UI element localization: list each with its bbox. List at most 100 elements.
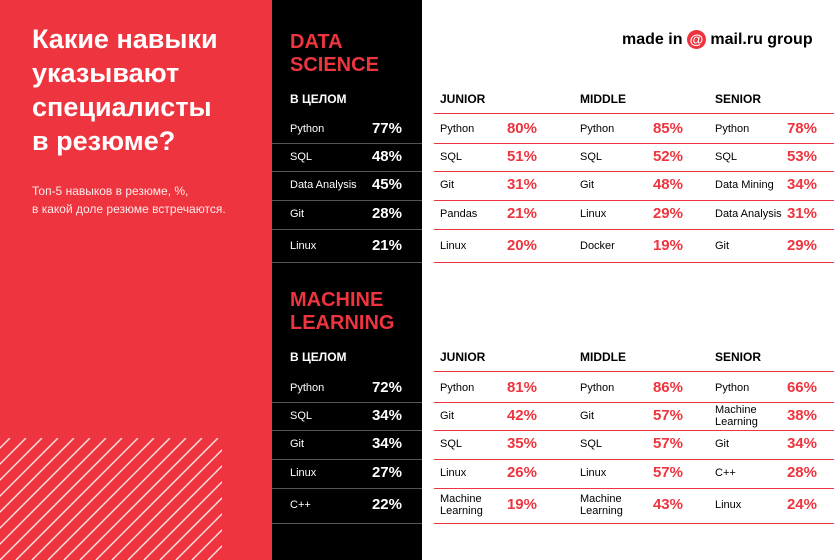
section-title: LEARNING: [290, 312, 395, 334]
percent: 66%: [786, 379, 817, 396]
row-divider: [272, 488, 422, 489]
percent: 34%: [786, 435, 817, 452]
title-line: Какие навыки: [32, 24, 218, 54]
skill-label: Git: [290, 438, 305, 450]
row-divider: [574, 402, 709, 403]
skill-label: Python: [580, 123, 615, 135]
header-divider: [434, 113, 574, 114]
skill-label: Git: [715, 240, 730, 252]
percent: 57%: [652, 435, 683, 452]
skill-label: Python: [715, 382, 750, 394]
percent: 81%: [506, 379, 537, 396]
skill-label: Machine Learning: [440, 493, 483, 517]
percent: 35%: [506, 435, 537, 452]
subtitle-line: Топ-5 навыков в резюме, %,: [32, 184, 189, 198]
percent: 77%: [371, 120, 402, 137]
stripe: [0, 438, 107, 546]
row-divider: [709, 229, 834, 230]
subtitle-line: в какой доле резюме встречаются.: [32, 202, 226, 216]
group-header: JUNIOR: [440, 350, 486, 364]
brand-name: mail.ru group: [710, 31, 813, 48]
stripe: [47, 438, 171, 560]
skill-label: Git: [580, 410, 595, 422]
percent: 52%: [652, 148, 683, 165]
percent: 20%: [506, 237, 537, 254]
stripe: [191, 528, 222, 560]
black-column: [272, 0, 422, 560]
skill-label: Linux: [440, 467, 467, 479]
percent: 34%: [786, 176, 817, 193]
row-divider: [272, 229, 422, 230]
percent: 29%: [786, 237, 817, 254]
row-divider: [272, 523, 422, 524]
percent: 19%: [506, 496, 537, 513]
percent: 24%: [786, 496, 817, 513]
stripe: [159, 496, 222, 560]
skill-label: Data Analysis: [290, 179, 357, 191]
percent: 31%: [506, 176, 537, 193]
title-line: указывают: [32, 58, 180, 88]
skill-label: SQL: [580, 438, 603, 450]
group-header: JUNIOR: [440, 92, 486, 106]
skill-label: Git: [440, 179, 455, 191]
skill-label: SQL: [440, 438, 463, 450]
percent: 51%: [506, 148, 537, 165]
percent: 57%: [652, 407, 683, 424]
group-header: MIDDLE: [580, 350, 626, 364]
row-divider: [709, 262, 834, 263]
section-title: DATA: [290, 31, 343, 53]
percent: 42%: [506, 407, 537, 424]
skill-label: Linux: [715, 499, 742, 511]
row-divider: [574, 171, 709, 172]
percent: 38%: [786, 407, 817, 424]
skill-label: C++: [290, 499, 311, 511]
stripe: [15, 438, 139, 560]
stripe: [0, 438, 91, 530]
percent: 21%: [371, 237, 402, 254]
stripe: [95, 438, 219, 560]
skill-label: Data Mining: [715, 179, 774, 191]
row-divider: [709, 488, 834, 489]
group-header: SENIOR: [715, 92, 762, 106]
stripe: [111, 448, 222, 560]
stripe: [175, 512, 222, 560]
skill-label: SQL: [290, 151, 313, 163]
skill-label: Python: [580, 382, 615, 394]
skill-label: Git: [580, 179, 595, 191]
stripe: [0, 438, 75, 514]
header-divider: [574, 113, 709, 114]
row-divider: [574, 200, 709, 201]
skill-label: Machine Learning: [715, 404, 758, 428]
stripe: [0, 438, 43, 482]
row-divider: [434, 262, 574, 263]
row-divider: [709, 523, 834, 524]
group-header: MIDDLE: [580, 92, 626, 106]
percent: 22%: [371, 496, 402, 513]
title-line: в резюме?: [32, 126, 176, 156]
skill-label: Linux: [580, 467, 607, 479]
section-title: MACHINE: [290, 289, 384, 311]
stripe: [0, 438, 27, 466]
percent: 80%: [506, 120, 537, 137]
percent: 43%: [652, 496, 683, 513]
row-divider: [272, 171, 422, 172]
skill-label: Python: [715, 123, 750, 135]
row-divider: [272, 262, 422, 263]
row-divider: [709, 430, 834, 431]
skill-label: Git: [715, 438, 730, 450]
skill-label: Python: [290, 382, 325, 394]
group-header: SENIOR: [715, 350, 762, 364]
row-divider: [272, 402, 422, 403]
percent: 72%: [371, 379, 402, 396]
percent: 45%: [371, 176, 402, 193]
skill-label: Git: [290, 208, 305, 220]
row-divider: [434, 488, 574, 489]
percent: 28%: [786, 464, 817, 481]
percent: 21%: [506, 205, 537, 222]
percent: 53%: [786, 148, 817, 165]
stripe: [31, 438, 155, 560]
row-divider: [709, 200, 834, 201]
row-divider: [709, 402, 834, 403]
percent: 31%: [786, 205, 817, 222]
